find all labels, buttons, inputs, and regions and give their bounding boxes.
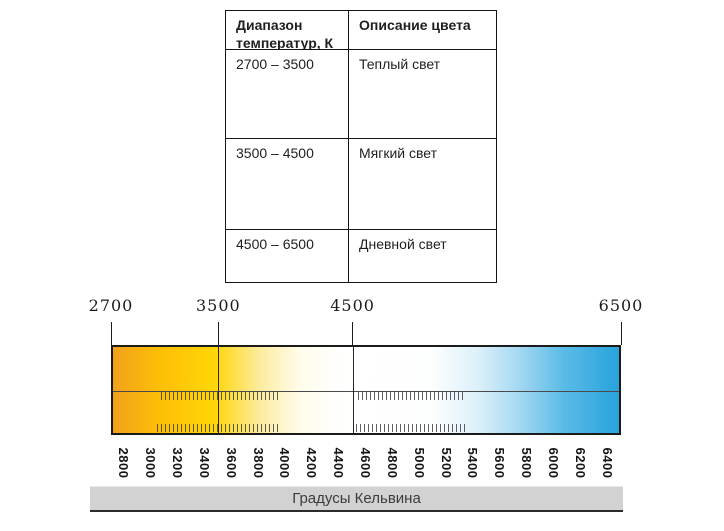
range-cell: 3500 – 4500 xyxy=(226,139,349,230)
kelvin-tick-label: 6400 xyxy=(600,447,616,479)
scale-tick-mark xyxy=(352,322,354,345)
kelvin-scale-label: 6500 xyxy=(598,296,644,315)
temperature-gradient-bar xyxy=(111,345,621,435)
scale-tick-mark xyxy=(110,322,112,345)
table-row: 3500 – 4500 Мягкий свет xyxy=(226,139,496,230)
table-body: 2700 – 3500 Теплый свет 3500 – 4500 Мягк… xyxy=(226,50,496,282)
scale-tick-mark xyxy=(217,322,219,345)
description-cell: Дневной свет xyxy=(359,236,447,252)
table-header-description: Описание цвета xyxy=(349,11,496,50)
kelvin-scale-label: 2700 xyxy=(88,296,134,315)
table-header-range: Диапазон температур, К xyxy=(226,11,349,50)
gradient-divider-line xyxy=(352,347,354,433)
description-cell: Теплый свет xyxy=(349,50,496,139)
kelvin-unit-bar: Градусы Кельвина xyxy=(90,486,623,512)
table-row: 2700 – 3500 Теплый свет xyxy=(226,50,496,139)
scale-tick-mark xyxy=(620,322,622,345)
range-cell: 2700 – 3500 xyxy=(226,50,349,139)
gradient-middle-line xyxy=(113,391,619,392)
description-cell: Мягкий свет xyxy=(349,139,496,230)
table-row: 4500 – 6500 Дневной свет xyxy=(226,230,496,282)
ruler-ticks-decoration xyxy=(157,424,279,432)
ruler-ticks-decoration xyxy=(358,392,464,400)
range-cell: 4500 – 6500 xyxy=(226,230,349,282)
temperature-table: Диапазон температур, К Описание цвета 27… xyxy=(225,10,497,283)
gradient-divider-line xyxy=(218,347,220,433)
ruler-ticks-decoration xyxy=(161,392,279,400)
ruler-ticks-decoration xyxy=(356,424,466,432)
kelvin-scale-label: 4500 xyxy=(330,296,375,315)
table-header-row: Диапазон температур, К Описание цвета xyxy=(226,11,496,50)
kelvin-scale-label: 3500 xyxy=(196,296,241,315)
kelvin-unit-label: Градусы Кельвина xyxy=(292,490,421,507)
